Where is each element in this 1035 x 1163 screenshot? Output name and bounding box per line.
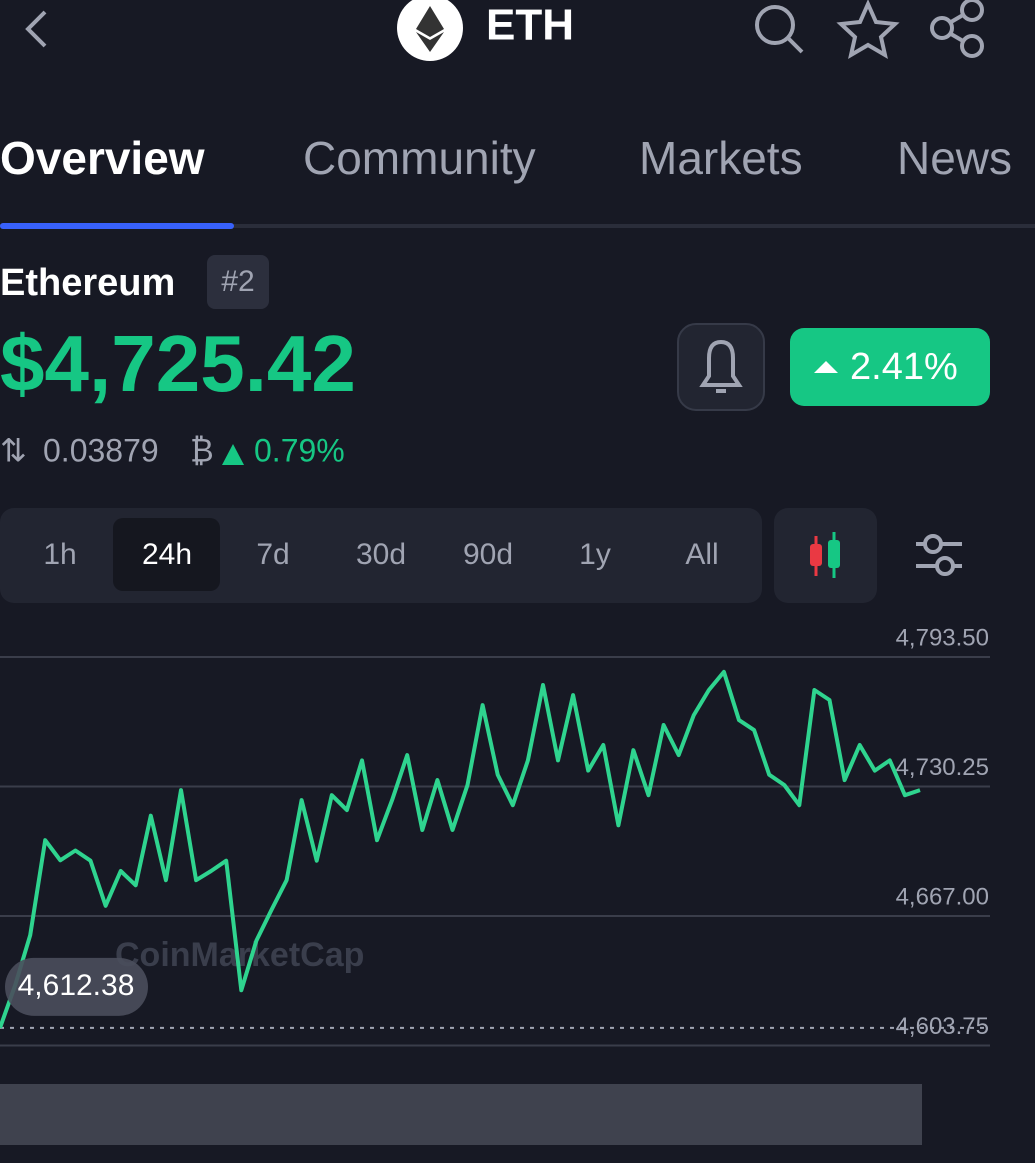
star-icon[interactable] (836, 0, 900, 60)
settings-icon[interactable] (916, 534, 962, 576)
tab[interactable]: News (897, 132, 1012, 184)
bell-icon (699, 339, 743, 393)
coin-name: Ethereum (0, 262, 175, 304)
y-tick-label: 4,667.00 (896, 883, 989, 910)
btc-price: 0.03879 (43, 432, 159, 468)
tab[interactable]: Overview (0, 132, 205, 184)
tab-indicator (0, 223, 234, 229)
range-option[interactable]: 24h (142, 538, 192, 571)
candle-icon (810, 532, 840, 578)
y-tick-label: 4,793.50 (896, 624, 989, 651)
search-icon[interactable] (755, 5, 804, 54)
up-arrow (814, 361, 838, 373)
symbol: ETH (486, 1, 574, 50)
range-option[interactable]: 1y (579, 538, 611, 571)
back-icon[interactable] (25, 10, 47, 48)
range-option[interactable]: All (685, 538, 718, 571)
range-option[interactable]: 1h (43, 538, 76, 571)
up-arrow (222, 444, 244, 465)
btc-change: 0.79% (254, 432, 345, 468)
range-option[interactable]: 90d (463, 538, 513, 571)
y-tick-label: 4,603.75 (896, 1013, 989, 1040)
swap-icon: ⇅ (0, 432, 27, 468)
tab[interactable]: Markets (639, 132, 803, 184)
tab[interactable]: Community (303, 132, 536, 184)
range-option[interactable]: 7d (256, 538, 289, 571)
eth-glyph (416, 6, 444, 52)
share-icon[interactable] (930, 0, 984, 58)
range-option[interactable]: 30d (356, 538, 406, 571)
alert-button[interactable] (677, 323, 765, 411)
range-selected (113, 518, 220, 591)
btc-unit: ₿ (190, 432, 214, 468)
price-line (0, 669, 921, 1029)
y-tick-label: 4,730.25 (896, 754, 989, 781)
rank: #2 (221, 265, 254, 298)
volume-band (0, 1084, 922, 1145)
rank-badge (207, 255, 269, 309)
change-badge (790, 328, 990, 406)
candle-button[interactable] (774, 508, 877, 603)
reference-label: 4,612.38 (18, 969, 135, 1002)
change: 2.41% (850, 346, 958, 388)
reference-badge (5, 957, 148, 1016)
price: $4,725.42 (0, 319, 356, 408)
